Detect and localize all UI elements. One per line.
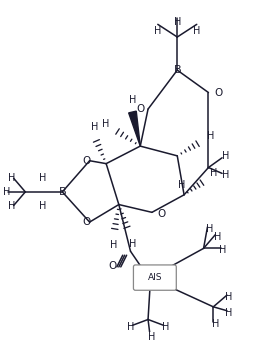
Text: H: H xyxy=(179,180,186,190)
Text: H: H xyxy=(154,26,161,36)
Polygon shape xyxy=(129,111,140,146)
Text: H: H xyxy=(39,201,46,210)
Text: H: H xyxy=(210,168,217,178)
Text: B: B xyxy=(58,187,66,197)
Text: O: O xyxy=(158,209,166,219)
Text: H: H xyxy=(206,224,213,234)
Text: H: H xyxy=(8,173,15,183)
Text: O: O xyxy=(109,261,117,271)
Text: H: H xyxy=(39,173,46,183)
Text: H: H xyxy=(174,17,181,27)
FancyBboxPatch shape xyxy=(133,265,176,290)
Text: H: H xyxy=(162,322,169,332)
Text: H: H xyxy=(225,292,233,302)
Text: H: H xyxy=(8,201,15,210)
Text: O: O xyxy=(214,88,222,98)
Text: O: O xyxy=(136,104,144,114)
Text: H: H xyxy=(222,151,230,161)
Text: B: B xyxy=(173,65,181,75)
Text: H: H xyxy=(213,232,221,242)
Text: AIS: AIS xyxy=(148,273,162,282)
Text: H: H xyxy=(219,245,227,255)
Text: H: H xyxy=(102,119,109,129)
Text: H: H xyxy=(225,308,233,318)
Text: H: H xyxy=(222,170,230,180)
Text: H: H xyxy=(3,187,10,197)
Text: H: H xyxy=(110,240,118,250)
Text: H: H xyxy=(127,322,134,332)
Text: O: O xyxy=(82,156,91,166)
Text: H: H xyxy=(212,320,219,329)
Text: H: H xyxy=(207,131,214,142)
Text: H: H xyxy=(193,26,200,36)
Text: H: H xyxy=(148,332,156,341)
Text: H: H xyxy=(129,238,136,249)
Text: H: H xyxy=(129,95,136,105)
Text: O: O xyxy=(82,217,91,227)
Text: H: H xyxy=(91,122,98,132)
